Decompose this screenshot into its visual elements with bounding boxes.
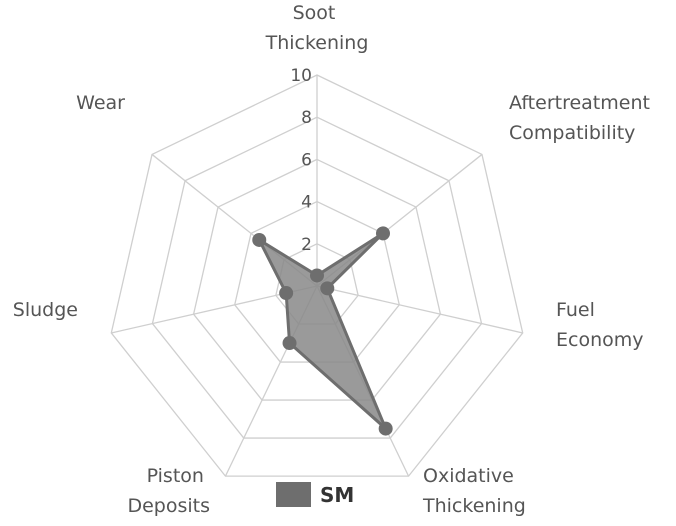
tick-label-4: 4 [301, 193, 312, 213]
axis-labels: Soot Thickening Aftertreatment Compatibi… [13, 2, 656, 517]
axis-label-aftertreatment-compatibility: Aftertreatment Compatibility [509, 92, 656, 144]
legend-swatch-sm [276, 482, 311, 507]
axis-label-piston-deposits: Piston Deposits [127, 465, 210, 517]
data-point-5 [279, 286, 294, 301]
tick-label-10: 10 [290, 66, 312, 86]
data-point-6 [252, 232, 267, 247]
data-point-4 [282, 336, 297, 351]
series-area-sm [257, 231, 388, 431]
data-point-0 [310, 268, 324, 283]
tick-label-8: 8 [301, 108, 312, 128]
legend: SM [276, 482, 354, 507]
axis-label-oxidative-thickening: Oxidative Thickening [422, 465, 526, 517]
tick-label-6: 6 [301, 150, 312, 170]
data-point-3 [378, 421, 393, 436]
data-point-2 [320, 281, 335, 296]
grid-ring-6 [192, 158, 442, 401]
spoke-2 [316, 285, 523, 334]
axis-label-wear: Wear [76, 92, 125, 114]
grid-ring-8 [151, 116, 483, 439]
axis-label-fuel-economy: Fuel Economy [556, 299, 644, 351]
data-point-1 [375, 226, 390, 241]
grid-ring-10 [110, 74, 524, 477]
tick-label-2: 2 [301, 235, 312, 255]
axis-label-soot-thickening: Soot Thickening [265, 2, 369, 54]
radar-grid [110, 74, 524, 477]
axis-label-sludge: Sludge [13, 299, 78, 321]
legend-label-sm: SM [320, 483, 354, 507]
radial-tick-labels: 2 4 6 8 10 [290, 66, 312, 255]
series-sm [252, 226, 393, 436]
